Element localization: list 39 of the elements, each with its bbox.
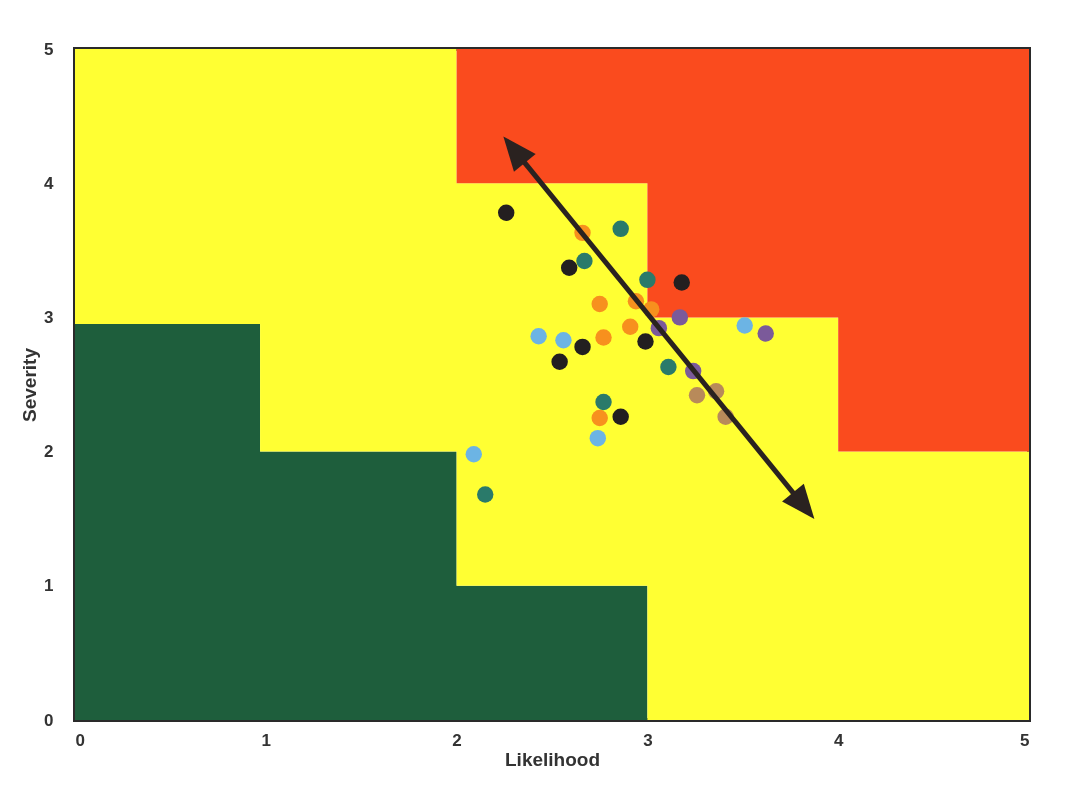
point: [688, 387, 706, 404]
x-tick-label: 5: [1020, 730, 1030, 750]
point: [477, 486, 494, 503]
point: [530, 327, 547, 345]
point: [660, 358, 677, 376]
point: [595, 393, 612, 411]
point: [622, 318, 639, 335]
x-tick-label: 4: [833, 730, 844, 750]
point: [637, 333, 654, 350]
point: [576, 252, 593, 270]
x-tick-label: 0: [75, 730, 85, 750]
y-tick-label: 5: [44, 39, 54, 59]
point: [612, 408, 629, 425]
x-tick-label: 2: [452, 730, 462, 750]
point: [574, 338, 591, 356]
point: [612, 220, 629, 238]
x-tick-label: 3: [643, 730, 653, 750]
point: [591, 295, 608, 313]
point: [555, 332, 572, 349]
y-tick-label: 0: [44, 710, 54, 730]
point: [591, 409, 608, 427]
point: [757, 325, 774, 342]
y-tick-label: 3: [44, 307, 54, 327]
point: [551, 353, 568, 370]
point: [465, 446, 482, 463]
point: [595, 329, 612, 346]
y-axis-title: Severity: [19, 347, 41, 422]
y-tick-label: 4: [44, 173, 55, 193]
x-tick-label: 1: [261, 730, 272, 750]
point: [497, 204, 515, 221]
point: [639, 271, 656, 289]
point: [671, 309, 689, 326]
x-axis-title: Likelihood: [505, 748, 600, 770]
y-tick-label: 2: [44, 442, 54, 462]
y-tick-label: 1: [44, 576, 54, 596]
point: [589, 429, 607, 447]
point: [673, 274, 690, 291]
point: [736, 317, 753, 334]
point: [560, 259, 578, 276]
